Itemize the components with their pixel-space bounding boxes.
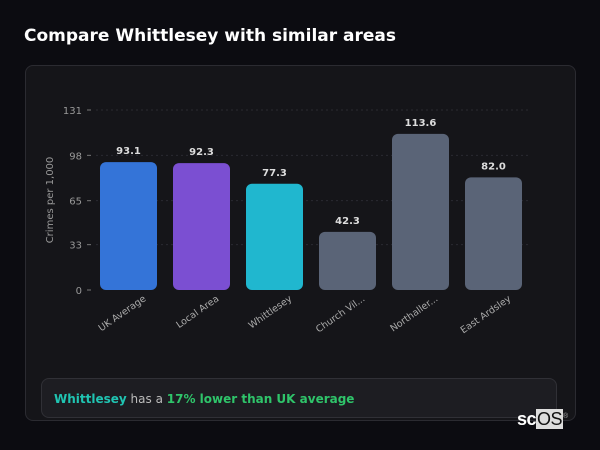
- x-tick-label: East Ardsley: [459, 293, 514, 336]
- x-tick-label: Northaller...: [388, 293, 440, 334]
- logo-mark: ®: [563, 413, 568, 420]
- comparison-note: Whittlesey has a 17% lower than UK avera…: [41, 378, 557, 418]
- bar: [246, 183, 303, 290]
- y-tick-label: 98: [69, 151, 82, 162]
- note-comparison: 17% lower than UK average: [166, 392, 355, 406]
- note-area: Whittlesey: [54, 392, 127, 406]
- data-label: 113.6: [405, 118, 437, 129]
- data-label: 77.3: [262, 168, 287, 179]
- logo-text-a: sc: [517, 409, 537, 429]
- scos-logo: scOS®: [517, 409, 568, 430]
- data-label: 42.3: [335, 216, 360, 227]
- bar: [392, 133, 449, 290]
- bar: [319, 231, 376, 290]
- data-label: 93.1: [116, 146, 141, 157]
- logo-text-b: OS: [536, 409, 564, 429]
- x-tick-label: Church Vil...: [314, 293, 367, 335]
- x-tick-label: Local Area: [174, 293, 221, 330]
- y-tick-label: 65: [69, 197, 82, 208]
- data-label: 82.0: [481, 161, 506, 172]
- page-title: Compare Whittlesey with similar areas: [24, 26, 397, 46]
- bar: [173, 163, 230, 290]
- data-label: 92.3: [189, 147, 214, 158]
- bar: [100, 162, 157, 290]
- note-middle: has a: [126, 392, 167, 406]
- y-tick-label: 131: [63, 106, 82, 117]
- y-tick-label: 33: [69, 241, 82, 252]
- x-tick-label: UK Average: [97, 293, 149, 334]
- y-tick-label: 0: [76, 286, 82, 297]
- bar: [465, 177, 522, 290]
- y-axis-label: Crimes per 1,000: [45, 157, 56, 244]
- x-tick-label: Whittlesey: [247, 293, 295, 331]
